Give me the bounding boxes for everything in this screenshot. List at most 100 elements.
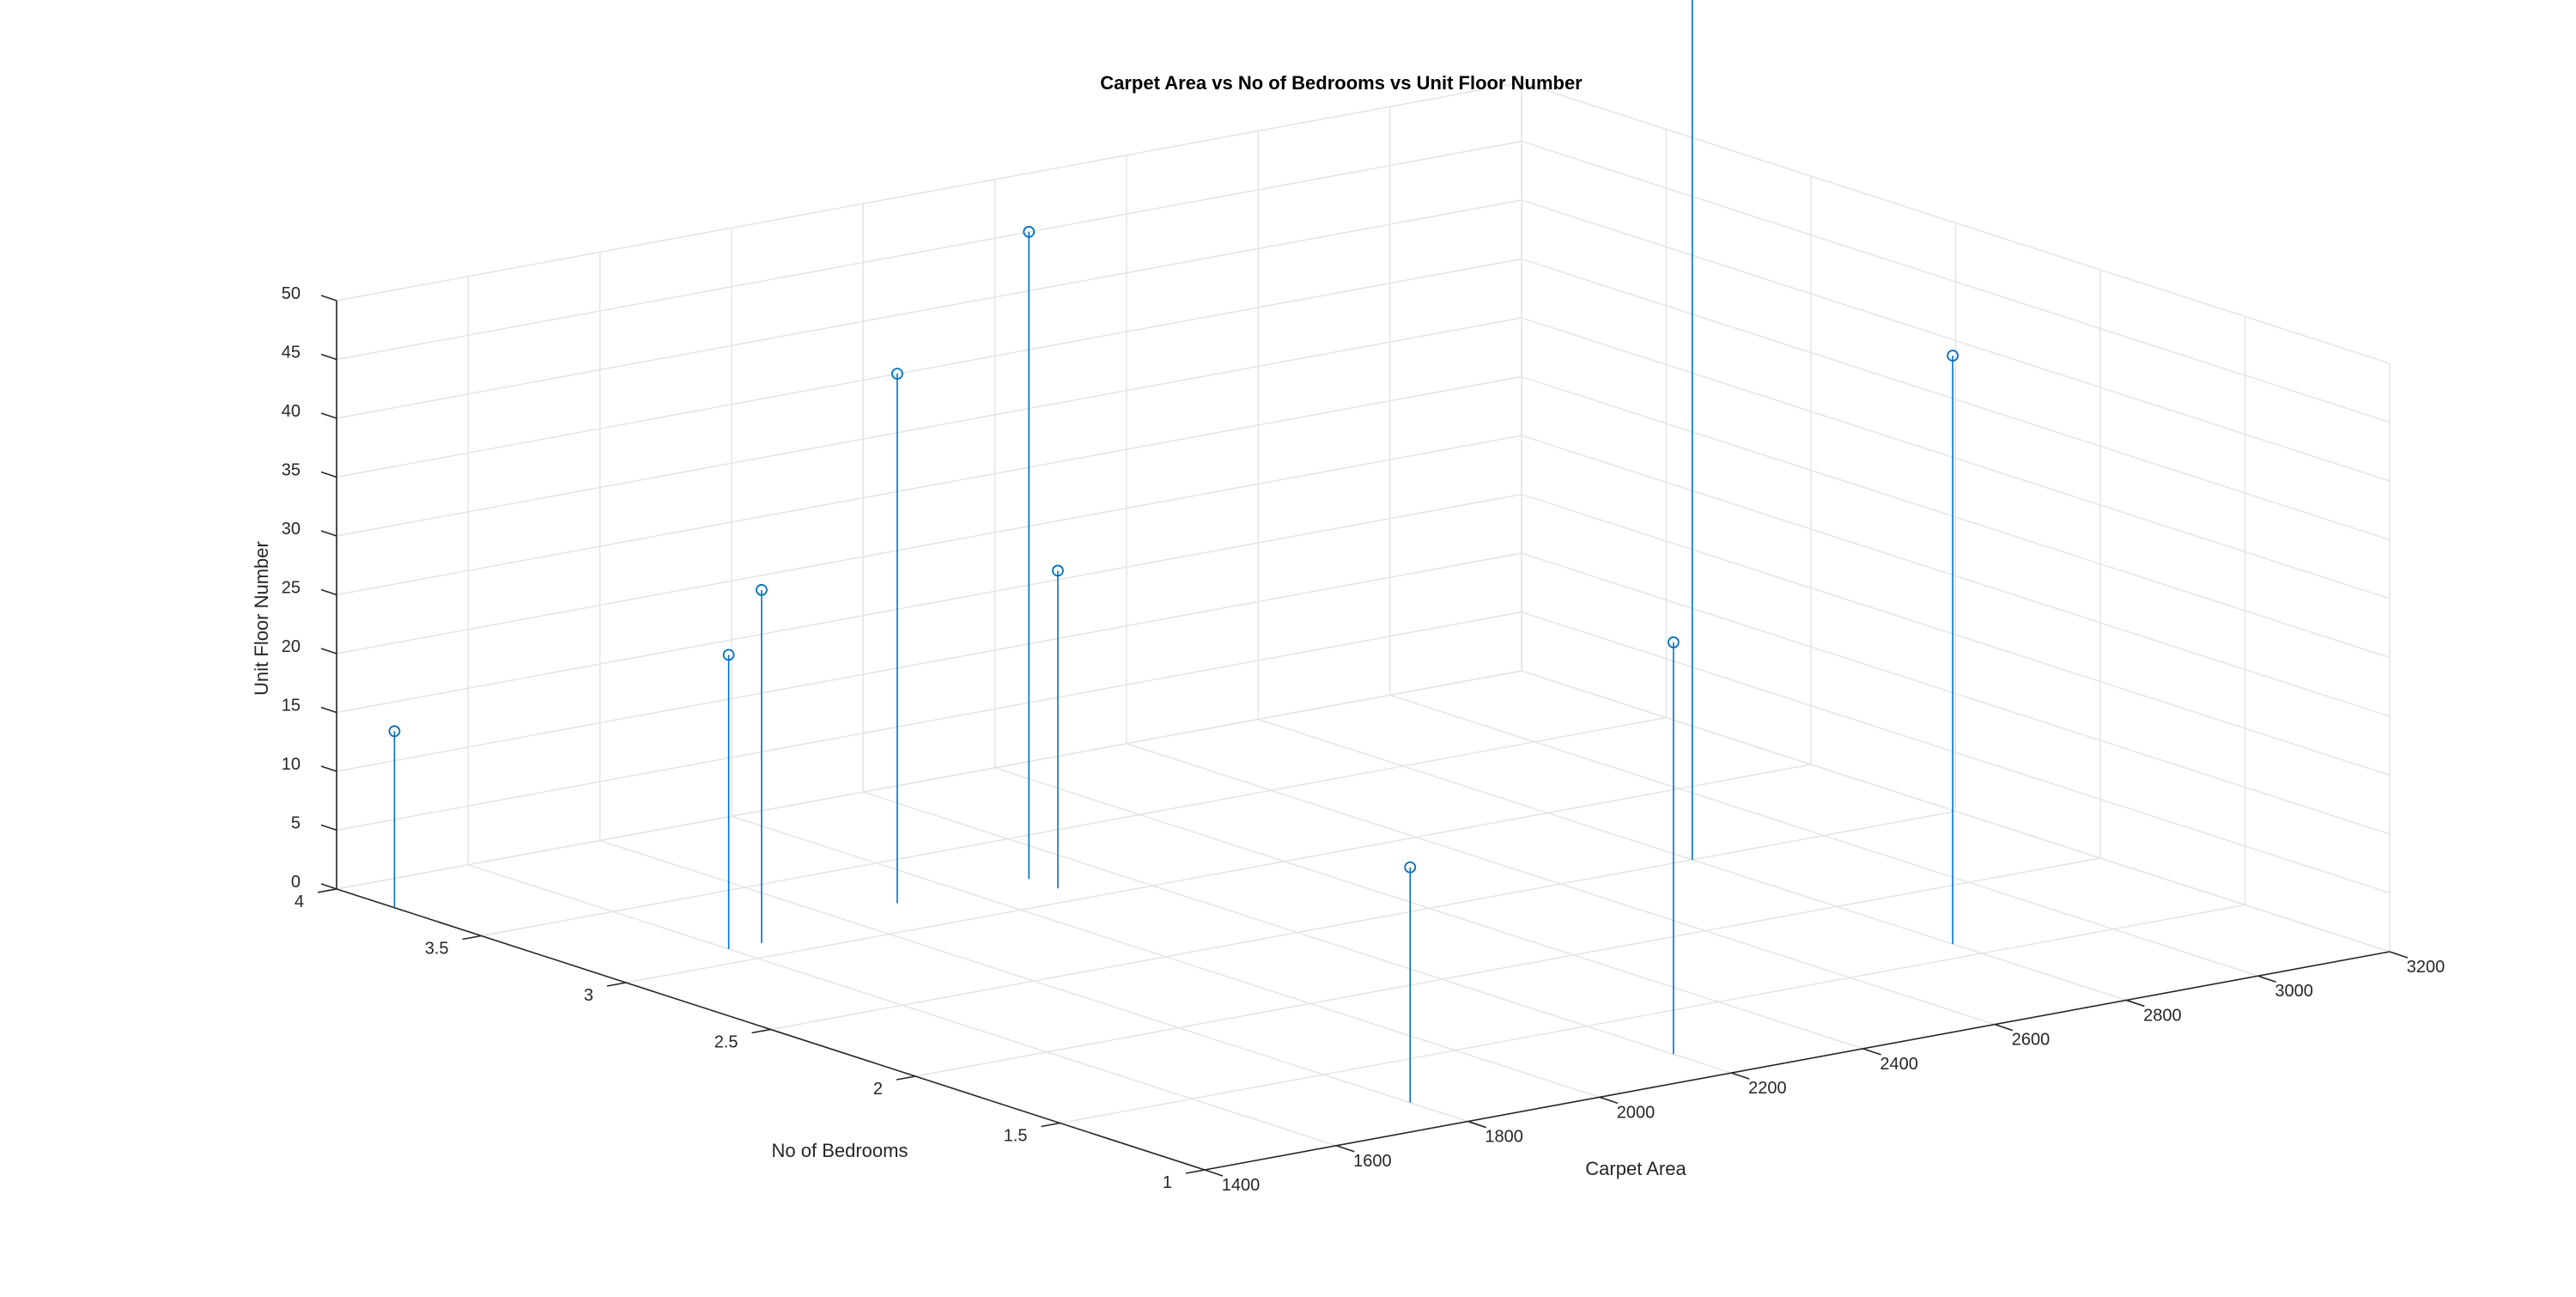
y-axis-title: No of Bedrooms <box>772 1140 908 1161</box>
grid-line-back-wall-z <box>336 199 1522 419</box>
z-tick-label: 30 <box>282 520 301 539</box>
y-tick <box>1185 1169 1206 1174</box>
x-tick <box>1994 1023 2014 1032</box>
x-tick <box>2126 999 2145 1008</box>
x-tick-label: 1800 <box>1485 1128 1523 1147</box>
stem-layer <box>388 0 1959 1103</box>
grid-line-side-wall-z <box>1521 375 2391 659</box>
grid-line-side-wall-z <box>1521 258 2391 541</box>
stem-marker <box>756 583 768 596</box>
y-tick-label: 3.5 <box>425 940 449 959</box>
stem-marker <box>1023 226 1036 238</box>
grid-line-side-wall-z <box>1521 435 2391 717</box>
grid-line-floor-y <box>481 716 1667 937</box>
stem-marker <box>722 648 735 661</box>
x-tick-label: 2400 <box>1880 1055 1918 1074</box>
z-tick-label: 25 <box>282 579 301 598</box>
grid-line-back-wall-z <box>336 493 1522 714</box>
z-tick <box>320 530 337 537</box>
z-tick-label: 50 <box>282 284 301 303</box>
grid-line-back-wall-z <box>336 140 1522 361</box>
z-tick-label: 10 <box>282 755 301 774</box>
y-tick-label: 3 <box>584 986 593 1005</box>
y-tick <box>317 888 337 893</box>
y-tick-label: 2 <box>873 1080 883 1099</box>
x-tick <box>1336 1145 1355 1153</box>
grid-line-side-wall-z <box>1521 552 2391 835</box>
z-tick <box>320 295 337 301</box>
z-tick <box>320 412 337 419</box>
y-tick <box>751 1028 771 1034</box>
grid-line-back-wall-z <box>336 435 1522 655</box>
z-tick-label: 45 <box>282 344 301 362</box>
x-tick <box>2257 975 2276 983</box>
grid-layer <box>336 82 2391 1171</box>
y-tick-label: 1.5 <box>1004 1127 1028 1146</box>
z-tick <box>320 588 337 596</box>
y-tick-label: 4 <box>295 892 304 911</box>
grid-line-side-wall-z <box>1521 199 2391 482</box>
stem-marker <box>388 725 401 738</box>
stem-marker <box>1404 861 1417 874</box>
x-tick-label: 2800 <box>2143 1006 2182 1025</box>
x-tick-label: 3200 <box>2407 958 2445 977</box>
grid-line-side-wall-z <box>1521 317 2391 600</box>
x-tick-label: 3000 <box>2275 982 2313 1001</box>
x-tick <box>1204 1169 1224 1177</box>
y-tick <box>896 1075 916 1081</box>
stem-marker <box>1052 564 1064 577</box>
x-tick-label: 2600 <box>2012 1031 2050 1050</box>
stem-marker <box>1947 350 1959 362</box>
grid-line-side-wall-z <box>1521 611 2391 894</box>
z-tick <box>320 883 337 890</box>
grid-line-back-wall-z <box>336 317 1522 537</box>
z-tick <box>320 353 337 361</box>
z-tick <box>320 765 337 772</box>
grid-line-floor-y <box>1060 904 2245 1124</box>
x-tick-label: 1600 <box>1353 1152 1392 1171</box>
x-tick <box>1731 1072 1750 1080</box>
grid-line-side-wall-z <box>1521 493 2391 776</box>
z-tick-label: 35 <box>282 461 301 480</box>
z-tick <box>320 471 337 478</box>
y-tick-label: 1 <box>1163 1173 1172 1192</box>
x-axis-line <box>1204 951 2391 1171</box>
grid-line-floor-y <box>770 810 1956 1031</box>
x-tick <box>1467 1120 1486 1129</box>
grid-line-back-wall-z <box>336 258 1522 478</box>
z-tick-label: 20 <box>282 637 301 656</box>
grid-line-side-wall-z <box>1521 82 2391 364</box>
z-tick-label: 5 <box>291 814 301 833</box>
grid-line-side-wall-z <box>1521 140 2391 423</box>
chart-title: Carpet Area vs No of Bedrooms vs Unit Fl… <box>1100 72 1583 94</box>
z-axis-title: Unit Floor Number <box>251 541 272 696</box>
grid-line-side-wall-z <box>1521 670 2391 953</box>
z-tick <box>320 824 337 831</box>
x-tick-label: 1400 <box>1222 1176 1261 1195</box>
grid-line-back-wall-z <box>336 82 1522 301</box>
z-tick-label: 0 <box>291 873 301 892</box>
grid-line-back-wall-z <box>336 375 1522 596</box>
x-tick <box>2389 951 2409 959</box>
grid-line-back-wall-z <box>336 611 1522 831</box>
grid-line-floor-y <box>914 857 2101 1077</box>
z-tick-label: 15 <box>282 697 301 715</box>
axis-layer: 1400160018002000220024002600280030003200… <box>282 284 2445 1195</box>
x-tick <box>1599 1096 1619 1105</box>
grid-line-back-wall-z <box>336 670 1522 890</box>
label-layer: Carpet Area vs No of Bedrooms vs Unit Fl… <box>251 72 1686 1179</box>
x-tick-label: 2000 <box>1617 1103 1656 1122</box>
stem-marker <box>891 368 903 381</box>
y-tick <box>462 935 482 941</box>
y-tick <box>606 982 627 987</box>
z-tick <box>320 648 337 655</box>
grid-line-floor-y <box>625 764 1812 983</box>
y-tick-label: 2.5 <box>714 1033 738 1052</box>
z-tick-label: 40 <box>282 402 301 421</box>
x-axis-title: Carpet Area <box>1585 1158 1686 1179</box>
stem-marker <box>1668 636 1680 648</box>
x-tick <box>1862 1048 1881 1056</box>
x-tick-label: 2200 <box>1748 1079 1787 1098</box>
